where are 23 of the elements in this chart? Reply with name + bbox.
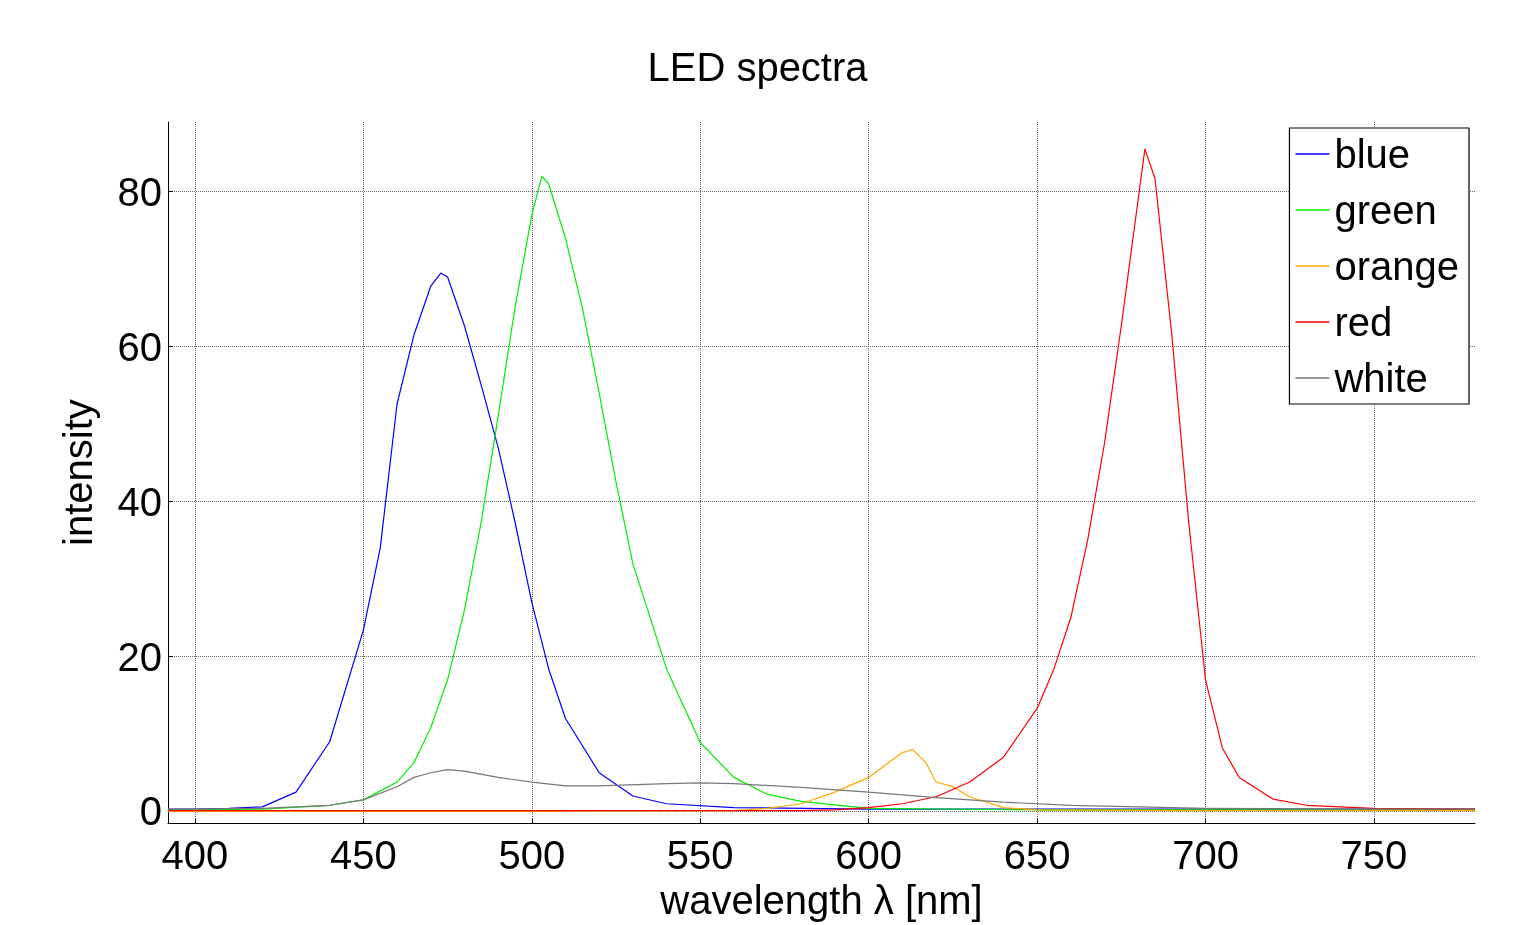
chart-title: LED spectra: [647, 45, 869, 89]
x-tick-label: 500: [498, 833, 566, 878]
x-tick-label: 750: [1340, 833, 1408, 878]
y-tick-label: 20: [117, 634, 162, 679]
legend-label: orange: [1334, 244, 1460, 288]
x-tick-label: 700: [1172, 833, 1239, 878]
y-tick-label: 80: [117, 169, 162, 214]
x-tick-label: 650: [1003, 833, 1071, 878]
x-tick-label: 400: [161, 833, 229, 878]
y-axis-title: intensity: [56, 399, 100, 546]
line-series: [167, 769, 1476, 810]
y-tick-label: 0: [139, 789, 162, 834]
y-tick-label: 60: [117, 324, 162, 369]
y-tick-label: 40: [117, 479, 162, 524]
legend-label: green: [1334, 188, 1437, 232]
x-tick-label: 450: [330, 833, 397, 878]
x-axis-title: wavelength λ [nm]: [659, 878, 983, 922]
line-series: [167, 748, 1476, 813]
x-tick-label: 600: [835, 833, 903, 878]
x-tick-label: 550: [666, 833, 734, 878]
legend-label: white: [1333, 356, 1428, 400]
legend-label: red: [1334, 300, 1393, 344]
legend-label: blue: [1334, 132, 1411, 176]
